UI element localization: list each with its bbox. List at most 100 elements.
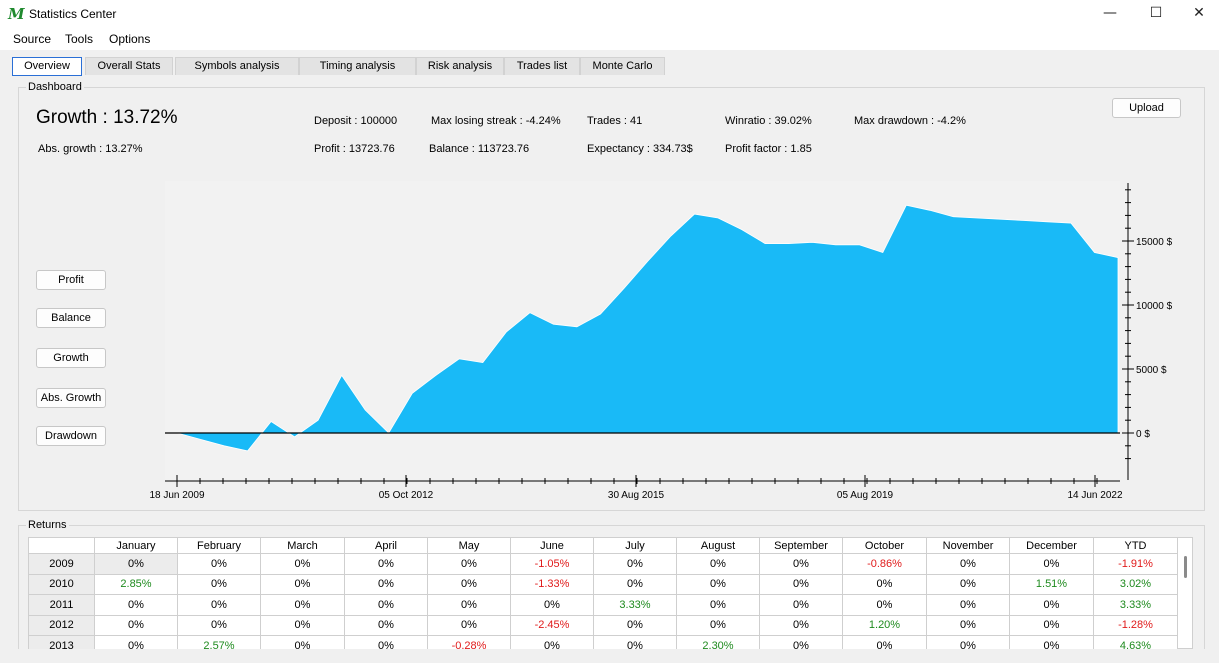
table-row[interactable]: 2010 2.85% 0% 0% 0% 0% -1.33% 0% 0% 0% 0% 0% 1.51% 3.… [28,573,1178,595]
maximize-button[interactable]: ☐ [1149,5,1163,21]
tab-timing-analysis[interactable]: Timing analysis [299,57,416,75]
returns-scrollbar[interactable] [1177,537,1193,649]
year-cell: 2011 [28,594,95,616]
month-column-header[interactable]: November [926,537,1010,554]
return-cell: 0% [260,553,345,575]
menu-tools[interactable]: Tools [65,32,94,46]
return-cell: 0% [926,594,1010,616]
return-cell: 0% [344,553,428,575]
return-cell: 0% [177,594,261,616]
month-column-header[interactable]: March [260,537,345,554]
return-cell: 0% [427,614,511,636]
return-cell: 0% [926,573,1010,595]
abs-growth-chart-button[interactable]: Abs. Growth [36,388,106,408]
menu-source[interactable]: Source [13,32,52,46]
return-cell: 0% [842,573,927,595]
table-row[interactable]: 2013 0% 2.57% 0% 0% -0.28% 0% 0% 2.30% 0% 0% 0% 0% 4.… [28,635,1178,649]
x-tick-label: 18 Jun 2009 [149,490,204,501]
return-cell: 0% [344,635,428,649]
table-row[interactable]: 2009 0% 0% 0% 0% 0% -1.05% 0% 0% 0% -0.86% 0% 0% -1.9… [28,553,1178,575]
y-axis: 0 $ 5000 $ 10000 $ 15000 $ [1122,183,1173,480]
balance-value: Balance : 113723.76 [429,143,530,155]
month-column-header[interactable]: September [759,537,843,554]
return-cell: 0% [344,594,428,616]
return-cell: 0% [1009,594,1094,616]
month-column-header[interactable]: YTD [1093,537,1178,554]
tab-symbols-analysis[interactable]: Symbols analysis [175,57,299,75]
y-tick-label: 0 $ [1136,429,1150,440]
month-column-header[interactable]: August [676,537,760,554]
return-cell: 0% [260,614,345,636]
returns-body: 2009 0% 0% 0% 0% 0% -1.05% 0% 0% 0% -0.86% 0% 0% -1.9… [28,553,1178,649]
drawdown-chart-button[interactable]: Drawdown [36,426,106,446]
balance-chart-button[interactable]: Balance [36,308,106,328]
title-bar: M Statistics Center — ☐ ✕ [0,0,1219,28]
y-tick-label: 10000 $ [1136,301,1173,312]
menu-options[interactable]: Options [109,32,151,46]
x-tick-label: 14 Jun 2022 [1067,490,1122,501]
return-cell: 0% [676,614,760,636]
return-cell: 0% [510,635,594,649]
upload-button[interactable]: Upload [1112,98,1181,118]
profit-value: Profit : 13723.76 [314,143,395,155]
returns-header-row: January February March April May June July Augu… [28,537,1178,554]
y-tick-label: 5000 $ [1136,365,1167,376]
return-cell: 0% [593,573,677,595]
max-losing-streak-value: Max losing streak : -4.24% [431,115,561,127]
return-cell: 0% [94,614,178,636]
return-cell: 2.85% [94,573,178,595]
month-column-header[interactable]: February [177,537,261,554]
table-row[interactable]: 2011 0% 0% 0% 0% 0% 0% 3.33% 0% 0% 0% 0% 0% 3.33% [28,594,1178,616]
return-cell: 0% [94,635,178,649]
return-cell: 0% [593,614,677,636]
tab-monte-carlo[interactable]: Monte Carlo [580,57,665,75]
return-cell: 0% [759,553,843,575]
year-column-header[interactable] [28,537,95,554]
return-cell: 0% [842,594,927,616]
return-cell: 0% [260,635,345,649]
menu-bar: Source Tools Options [0,28,1219,50]
profit-chart-button[interactable]: Profit [36,270,106,290]
return-cell: 0% [177,553,261,575]
return-cell: 1.20% [842,614,927,636]
return-cell: -0.86% [842,553,927,575]
content-area: Dashboard Growth : 13.72% Abs. growth : … [18,81,1205,649]
month-column-header[interactable]: June [510,537,594,554]
y-tick-label: 15000 $ [1136,237,1173,248]
month-column-header[interactable]: January [94,537,178,554]
month-column-header[interactable]: May [427,537,511,554]
scrollbar-thumb[interactable] [1184,556,1187,578]
month-column-header[interactable]: December [1009,537,1094,554]
tab-risk-analysis[interactable]: Risk analysis [416,57,504,75]
close-button[interactable]: ✕ [1193,5,1205,21]
year-cell: 2010 [28,573,95,595]
return-cell: -1.91% [1093,553,1178,575]
minimize-button[interactable]: — [1103,5,1117,21]
x-tick-label: 30 Aug 2015 [608,490,665,501]
tab-overview[interactable]: Overview [12,57,82,76]
growth-chart-button[interactable]: Growth [36,348,106,368]
month-column-header[interactable]: April [344,537,428,554]
return-cell: 3.33% [593,594,677,616]
tab-overall-stats[interactable]: Overall Stats [85,57,173,75]
month-column-header[interactable]: October [842,537,927,554]
table-row[interactable]: 2012 0% 0% 0% 0% 0% -2.45% 0% 0% 0% 1.20% 0% 0% -1.28… [28,614,1178,636]
month-column-header[interactable]: July [593,537,677,554]
return-cell: 0% [510,594,594,616]
return-cell: 0% [593,553,677,575]
return-cell: 0% [344,573,428,595]
return-cell: 0% [427,573,511,595]
growth-headline: Growth : 13.72% [36,107,178,128]
return-cell: 0% [94,553,178,575]
tab-trades-list[interactable]: Trades list [504,57,580,75]
return-cell: 0% [759,635,843,649]
return-cell: -2.45% [510,614,594,636]
return-cell: 0% [593,635,677,649]
return-cell: 0% [177,573,261,595]
return-cell: 0% [1009,614,1094,636]
return-cell: 0% [427,553,511,575]
return-cell: 0% [676,553,760,575]
balance-area-chart: 18 Jun 2009 05 Oct 2012 30 Aug 2015 05 Aug … [149,181,1173,501]
return-cell: 4.63% [1093,635,1178,649]
return-cell: -1.33% [510,573,594,595]
